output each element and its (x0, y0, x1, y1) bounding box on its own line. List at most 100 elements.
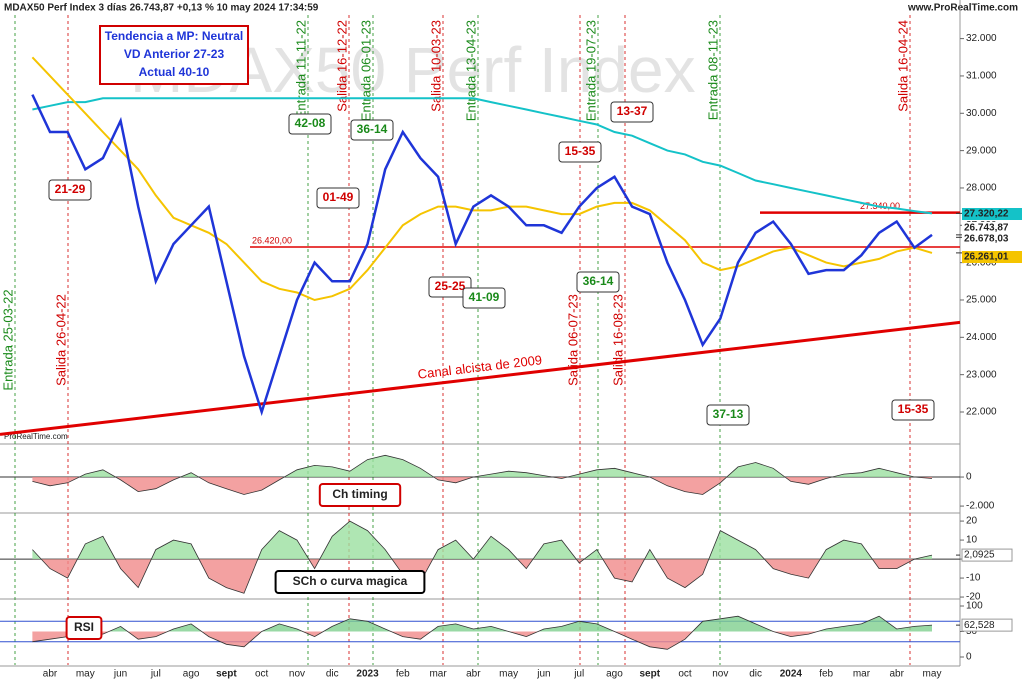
signal-box (316, 187, 360, 209)
info-line: Actual 40-10 (139, 65, 210, 79)
x-tick-label: oct (255, 669, 269, 680)
x-tick-label: abr (466, 669, 481, 680)
signal-label: 15-35 (898, 402, 929, 416)
hline-label: 26.420,00 (252, 235, 292, 245)
x-tick-label: sept (639, 669, 660, 680)
event-label: Salida 16-04-24 (895, 20, 910, 112)
x-tick-label: jul (573, 669, 584, 680)
y-tick-label: 10 (966, 535, 978, 546)
panel-label: RSI (74, 620, 94, 634)
x-tick-label: dic (326, 669, 339, 680)
x-tick-label: mar (429, 669, 447, 680)
y-tick-label: -2.000 (966, 501, 995, 512)
header-title: MDAX50 Perf Index 3 días 26.743,87 +0,13… (4, 3, 319, 14)
series-line (31, 94, 933, 417)
signal-box (48, 179, 92, 201)
price-label-bg (962, 208, 1022, 220)
x-tick-label: nov (289, 669, 305, 680)
panel-label-box (274, 570, 426, 594)
signal-label: 36-14 (357, 122, 388, 136)
indicator-line (32, 615, 933, 650)
area-negative (32, 477, 932, 495)
price-label: 27.320,22 (964, 209, 1009, 220)
price-label: 26.261,01 (964, 252, 1009, 263)
y-tick-label: 20 (966, 516, 978, 527)
signal-box (350, 119, 394, 141)
y-tick-label: -20 (966, 592, 981, 603)
last-label-bg (961, 618, 1013, 632)
y-tick-label: 0 (966, 472, 972, 483)
panel-label-box (318, 483, 402, 507)
x-tick-label: ago (606, 669, 623, 680)
x-tick-label: feb (819, 669, 833, 680)
signal-box (428, 276, 472, 298)
y-tick-label: 24.000 (966, 332, 997, 343)
signal-label: 41-09 (469, 290, 500, 304)
y-tick-label: 22.000 (966, 407, 997, 418)
x-tick-label: jul (150, 669, 161, 680)
event-label: Entrada 13-04-23 (463, 20, 478, 121)
indicator-line (32, 454, 933, 495)
signal-box (462, 287, 506, 309)
signal-label: 21-29 (55, 182, 86, 196)
x-tick-label: oct (678, 669, 692, 680)
signal-label: 01-49 (323, 190, 354, 204)
signal-label: 37-13 (713, 407, 744, 421)
event-label: Salida 06-07-23 (565, 294, 580, 386)
last-label: 62,528 (964, 620, 995, 631)
x-tick-label: abr (43, 669, 58, 680)
event-label: Salida 26-04-22 (53, 294, 68, 386)
info-box (99, 25, 249, 85)
x-tick-label: jun (113, 669, 127, 680)
signal-box (706, 404, 750, 426)
indicator-line (32, 520, 933, 594)
x-tick-label: 2023 (356, 669, 379, 680)
event-label: Entrada 25-03-22 (0, 289, 15, 390)
x-tick-label: may (923, 669, 942, 680)
signal-box (288, 113, 332, 135)
x-tick-label: abr (889, 669, 904, 680)
site: www.ProRealTime.com (907, 3, 1018, 14)
signal-box (610, 101, 654, 123)
event-label: Entrada 06-01-23 (358, 20, 373, 121)
x-tick-label: may (499, 669, 518, 680)
event-label: Entrada 08-11-23 (705, 20, 720, 120)
signal-label: 36-14 (583, 274, 614, 288)
event-label: Entrada 11-11-22 (293, 20, 308, 119)
y-tick-label: 23.000 (966, 369, 997, 380)
x-tick-label: mar (853, 669, 871, 680)
event-label: Entrada 19-07-23 (583, 20, 598, 121)
event-label: Salida 16-12-22 (334, 20, 349, 112)
y-tick-label: 100 (966, 601, 983, 612)
price-label-bg (962, 233, 1022, 245)
area-positive (79, 455, 915, 478)
signal-label: 13-37 (617, 104, 648, 118)
y-tick-label: 31.000 (966, 71, 997, 82)
series-line (32, 97, 933, 215)
y-tick-label: 25.000 (966, 295, 997, 306)
price-label: 26.678,03 (964, 234, 1009, 245)
price-label: 26.743,87 (964, 223, 1009, 234)
signal-box (891, 399, 935, 421)
panel-label: SCh o curva magica (293, 574, 408, 588)
signal-label: 42-08 (295, 116, 326, 130)
x-tick-label: dic (749, 669, 762, 680)
y-tick-label: 28.000 (966, 183, 997, 194)
panel-label: Ch timing (332, 487, 387, 501)
x-tick-label: sept (216, 669, 237, 680)
x-tick-label: 2024 (780, 669, 803, 680)
signal-label: 15-35 (565, 144, 596, 158)
x-tick-label: jun (536, 669, 550, 680)
y-tick-label: 30.000 (966, 108, 997, 119)
x-tick-label: feb (396, 669, 410, 680)
y-tick-label: 32.000 (966, 33, 997, 44)
signal-box (558, 141, 602, 163)
price-label-bg (962, 222, 1022, 234)
watermark-small: ProRealTime.com (4, 432, 68, 441)
area-positive (85, 616, 932, 632)
info-line: VD Anterior 27-23 (124, 47, 225, 61)
y-tick-label: -10 (966, 573, 981, 584)
channel-line (0, 320, 961, 436)
